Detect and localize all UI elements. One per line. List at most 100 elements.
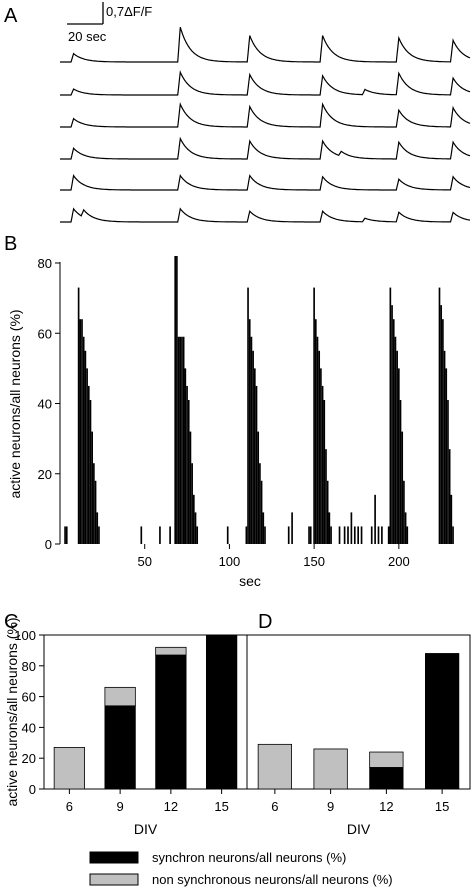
panel-a-letter: A [4,5,18,27]
histogram-bar [330,526,332,544]
histogram-bar [320,368,322,545]
histogram-bar [245,526,248,544]
histogram-bar [253,368,256,545]
y-tick-label: 80 [38,256,52,271]
x-tick-label: 15 [435,799,449,814]
histogram-bar [193,494,195,544]
histogram-bar [89,399,92,544]
x-axis-label: sec [239,573,261,589]
histogram-bar [350,512,353,544]
bar-nonsync [155,646,187,656]
histogram-bar [77,287,80,544]
x-tick-label: 6 [66,799,73,814]
panel-b-letter: B [4,233,17,255]
y-tick-label: 20 [22,751,36,766]
x-tick-label: 6 [271,799,278,814]
y-tick-label: 0 [29,782,36,797]
histogram-bar [338,526,341,544]
trace-line-4 [60,136,471,160]
plot-frame [246,634,471,790]
histogram-bar [86,368,88,545]
histogram-bar [448,449,451,544]
histogram-bar [194,512,197,544]
x-tick-label: 150 [303,554,325,569]
histogram-bar [264,526,266,544]
histogram-bar [181,336,183,544]
histogram-bar [189,431,192,544]
histogram-bar [84,350,87,544]
histogram-bar [314,319,317,544]
histogram-bar [81,319,83,544]
histogram-bar [226,526,229,544]
histogram-bar [440,305,443,544]
histogram-bar [309,526,312,544]
histogram-bar [64,526,66,544]
histogram-bar [389,287,392,544]
histogram-bar [381,526,383,544]
histogram-bar [174,255,177,545]
histogram-bar [406,526,409,544]
histogram-bar [248,319,251,544]
bar-synchron [155,654,187,790]
y-tick-label: 80 [22,659,36,674]
histogram-bar [308,526,310,544]
x-axis-label: DIV [347,821,371,837]
legend-label-nonsync: non synchronous neurons/all neurons (%) [152,872,393,887]
traces-panel-a [60,27,471,223]
bar-synchron [424,653,460,790]
scale-bar-y-label: 0,7ΔF/F [106,4,152,19]
bar-chart-panel-d: 6 9 12 15 DIV [246,634,471,837]
histogram-bar [187,399,190,544]
y-tick-label: 40 [22,720,36,735]
y-axis-label: active neurons/all neurons (%) [4,617,20,806]
trace-line-3 [60,101,471,128]
histogram-bar [316,336,319,544]
histogram-bar [353,526,356,544]
panel-d-letter: D [258,611,272,633]
histogram-bar [318,350,321,544]
histogram-bar [250,336,253,544]
histogram-bar [184,368,187,545]
histogram-bar [98,526,100,544]
histogram-bar [391,305,393,544]
trace-line-1 [60,27,471,63]
histogram-bar [394,336,397,544]
histogram-bar [140,526,143,544]
histogram-bar [65,526,68,544]
histogram-bar [94,480,97,544]
histogram-panel-b: 0 20 40 60 80 50 100 150 200 sec active neurons/al… [7,255,454,589]
histogram-bar [79,319,82,544]
histogram-bar [287,526,290,544]
scale-bar: 0,7ΔF/F 20 sec [67,2,152,44]
legend: synchron neurons/all neurons (%) non syn… [89,850,393,887]
histogram-bar [360,526,363,544]
histogram-bar [370,526,373,544]
histogram-bar [392,319,395,544]
histogram-bar [159,526,161,544]
histogram-bar [401,431,404,544]
bar-synchron [205,634,238,790]
histogram-bar [398,368,400,545]
histogram-bar [182,336,185,544]
histogram-bar [177,336,180,544]
bar-nonsync [313,748,348,790]
histogram-bar [445,368,448,545]
bar-nonsync [104,686,136,707]
histogram-bar [438,287,441,544]
histogram-bar [96,512,99,544]
trace-line-2 [60,69,471,96]
histogram-bar [447,399,449,544]
x-tick-label: 9 [117,799,124,814]
bar-nonsync [53,747,86,790]
histogram-bar [87,385,90,544]
histogram-bar [252,350,254,544]
x-tick-label: 50 [137,554,151,569]
histogram-bar [387,526,390,544]
histogram-bar [442,319,444,544]
histogram-bar [313,287,315,544]
legend-label-synchron: synchron neurons/all neurons (%) [152,850,346,865]
histogram-bar [262,512,265,544]
histogram-bar [347,526,349,544]
bar-synchron [369,767,404,790]
